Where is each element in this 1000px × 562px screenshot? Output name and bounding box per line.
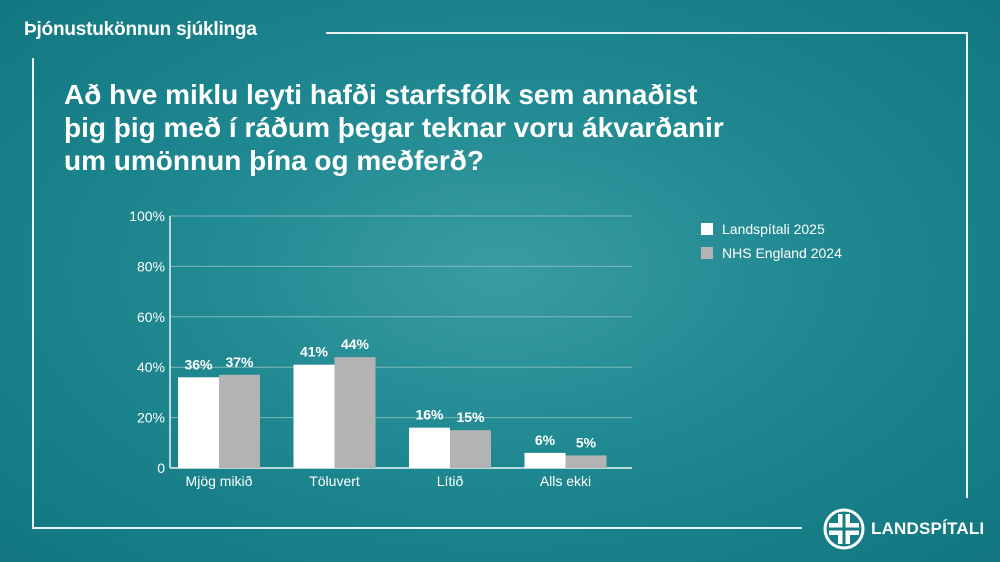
survey-label: Þjónustukönnun sjúklinga	[24, 19, 257, 40]
y-tick-label: 0	[157, 460, 165, 476]
legend-swatch-series-1	[701, 223, 713, 235]
landspitali-logo: LANDSPÍTALI	[823, 508, 984, 550]
x-tick-label: Alls ekki	[540, 473, 591, 489]
legend-item-series-2: NHS England 2024	[701, 242, 842, 264]
frame-right-line	[966, 32, 968, 498]
hospital-cross-icon	[823, 508, 865, 550]
question-title: Að hve miklu leyti hafði starfsfólk sem …	[64, 78, 824, 177]
legend-item-series-1: Landspítali 2025	[701, 218, 842, 240]
bar-2	[565, 455, 607, 468]
bar-value-label: 36%	[184, 356, 213, 372]
bar-1	[178, 377, 219, 468]
y-tick-label: 20%	[137, 410, 165, 426]
bar-value-label: 16%	[415, 407, 444, 423]
bar-value-label: 41%	[300, 344, 329, 360]
legend-label-series-1: Landspítali 2025	[722, 221, 825, 237]
legend: Landspítali 2025 NHS England 2024	[701, 218, 842, 266]
y-tick-label: 80%	[137, 258, 165, 274]
bar-1	[409, 427, 450, 468]
bar-1	[293, 364, 335, 468]
logo-text: LANDSPÍTALI	[871, 519, 985, 538]
frame-left-line	[32, 58, 34, 529]
bar-2	[219, 374, 260, 468]
bar-value-label: 37%	[225, 354, 254, 370]
question-line: um umönnun þína og meðferð?	[64, 145, 484, 176]
bar-2	[450, 430, 491, 468]
bar-1	[524, 452, 566, 468]
bar-value-label: 6%	[535, 432, 556, 448]
question-line: Að hve miklu leyti hafði starfsfólk sem …	[64, 79, 698, 110]
frame-bottom-line	[32, 527, 802, 529]
bar-value-label: 5%	[576, 434, 597, 450]
x-tick-label: Lítið	[437, 473, 464, 489]
y-tick-label: 60%	[137, 309, 165, 325]
legend-swatch-series-2	[701, 247, 713, 259]
bar-value-label: 15%	[456, 409, 485, 425]
frame-top-line	[326, 32, 968, 34]
y-tick-label: 40%	[137, 359, 165, 375]
bar-2	[334, 357, 376, 468]
bar-value-label: 44%	[341, 336, 370, 352]
x-tick-label: Töluvert	[309, 473, 360, 489]
question-line: þig þig með í ráðum þegar teknar voru ák…	[64, 112, 724, 143]
x-tick-label: Mjög mikið	[186, 473, 253, 489]
y-tick-label: 100%	[129, 208, 165, 224]
legend-label-series-2: NHS England 2024	[722, 245, 842, 261]
